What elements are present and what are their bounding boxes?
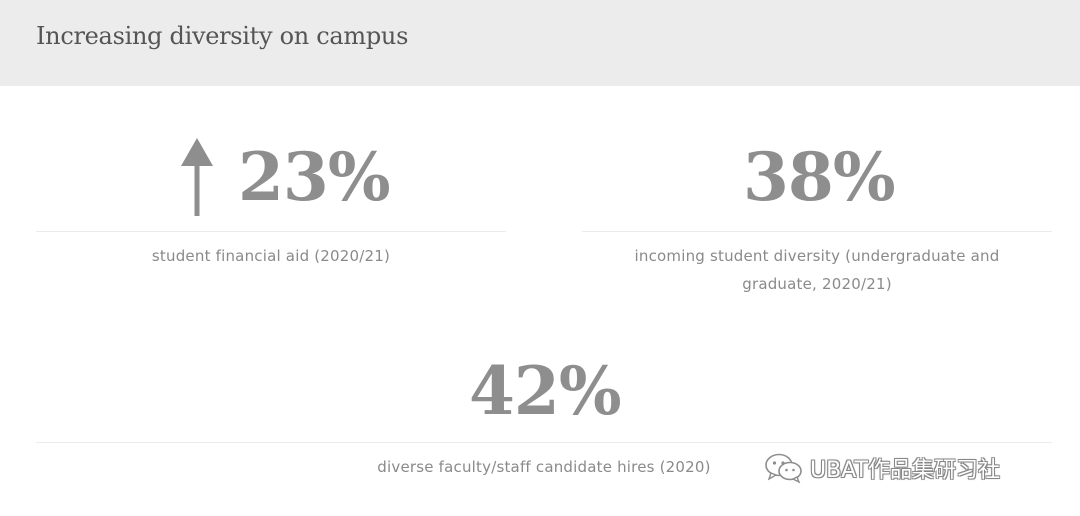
stat-value: 38% (743, 138, 896, 216)
stat-value: 42% (469, 352, 622, 430)
stat-caption: student financial aid (2020/21) (151, 247, 391, 265)
divider (36, 442, 1052, 443)
wechat-icon (765, 453, 802, 484)
page-title: Increasing diversity on campus (36, 22, 409, 50)
stat-caption-line: incoming student diversity (undergraduat… (634, 247, 1000, 265)
divider (582, 231, 1052, 232)
watermark-text: UBAT作品集研习社 (810, 458, 1000, 483)
arrow-up-icon (181, 138, 213, 216)
watermark: UBAT作品集研习社 (764, 452, 1000, 484)
stat-caption: diverse faculty/staff candidate hires (2… (377, 458, 711, 476)
divider (36, 231, 506, 232)
header-bar: Increasing diversity on campus (0, 0, 1080, 86)
stat-value: 23% (238, 138, 391, 216)
stat-caption: incoming student diversity (undergraduat… (582, 242, 1052, 298)
stat-caption-line: graduate, 2020/21) (742, 275, 892, 293)
